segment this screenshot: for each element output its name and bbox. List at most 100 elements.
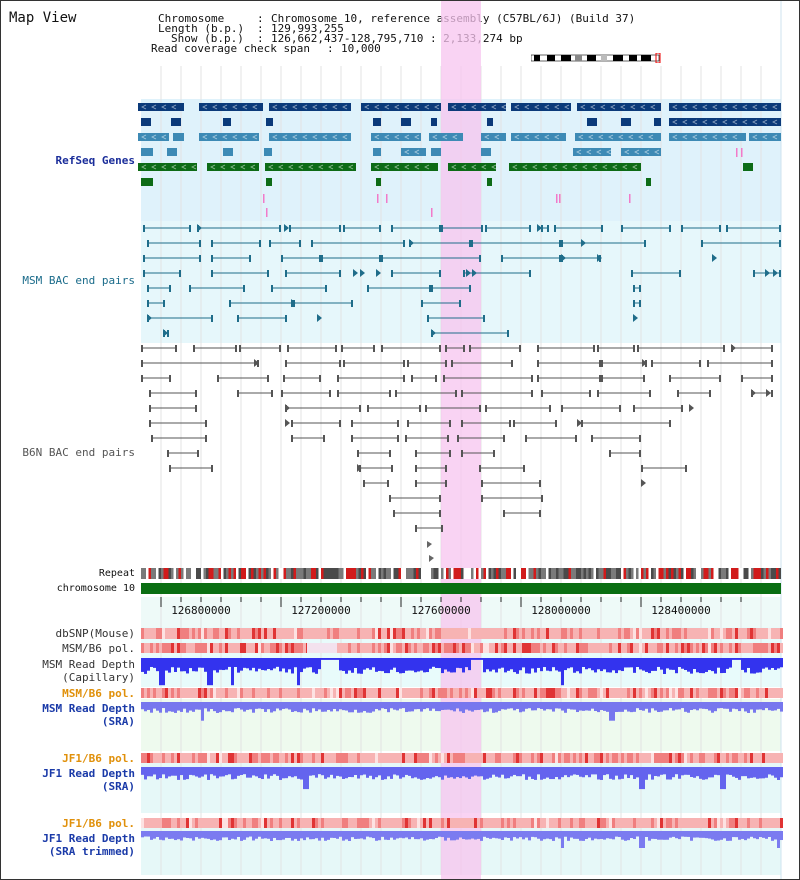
strand-arrow [451,164,457,170]
pol-cell [684,643,687,653]
repeat-block [276,568,279,579]
strand-arrow [181,164,187,170]
dbsnp-cell [456,628,459,639]
label-msm-b6-pol[interactable]: MSM/B6 pol. [62,642,135,655]
pol-cell [780,643,783,653]
label-msm-depth-sra[interactable]: MSM Read Depth [42,702,135,715]
jf1-pol-cell [219,753,222,763]
msm-sra-bar [690,702,693,711]
strand-arrow [638,134,644,140]
jf1-pol-cell [564,753,567,763]
label-msm-depth-cap[interactable]: MSM Read Depth [42,658,135,671]
pol-cell [600,643,603,653]
b6n-pair-end [205,420,207,427]
label-dbsnp[interactable]: dbSNP(Mouse) [55,627,135,640]
dbsnp-cell [240,628,243,639]
pol-cell [717,643,720,653]
chromosome-ideogram[interactable] [531,53,661,63]
msm-pair-end [633,300,635,307]
msm-sra-bar [375,702,378,710]
msm-sra-bar [372,702,375,712]
label-b6n-bac[interactable]: B6N BAC end pairs [22,446,135,459]
repeat-block [186,568,189,579]
msm-pol-cell [369,688,372,698]
label-chromosome[interactable]: chromosome 10 [56,583,135,594]
cap-depth-bar [312,658,315,673]
jf1-pol-cell [357,753,360,763]
jf1-trim-bar [669,831,672,838]
label-jf1-b6-pol-2[interactable]: JF1/B6 pol. [62,817,135,830]
b6n-pair-end [709,390,711,397]
dbsnp-cell [177,628,180,639]
gene-block [621,148,661,156]
msm-pol-cell [564,688,567,698]
b6n-pair-end [461,420,463,427]
b6n-pair-end [549,405,551,412]
jf1-trim-bar [222,831,225,838]
jf1-trim-bar [297,831,300,841]
msm-pol-cell [585,688,588,698]
jf1-trim-bar [492,831,495,838]
jf1-pol-cell [582,753,585,763]
jf1-sra-bar [330,767,333,775]
label-repeat[interactable]: Repeat [98,568,135,579]
jf1-trim-bar [381,831,384,837]
jf1-pol2-cell [474,818,477,828]
label-msm-bac[interactable]: MSM BAC end pairs [22,274,135,287]
msm-sra-bar [156,702,159,711]
gene-block [646,178,651,186]
msm-sra-bar [219,702,222,713]
repeat-block [183,568,186,579]
pol-cell [753,643,756,653]
jf1-trim-bar [399,831,402,838]
jf1-pol2-cell [408,818,411,828]
jf1-trim-bar [648,831,651,841]
b6n-pair-end [599,360,601,367]
jf1-trim-bar [414,831,417,840]
jf1-pol2-cell [234,818,237,828]
jf1-sra-bar [189,767,192,775]
jf1-pol2-cell [321,818,324,828]
b6n-pair-end [373,345,375,352]
msm-pair-end [779,225,781,232]
repeat-block [286,568,289,579]
cap-depth-bar [522,658,525,668]
label-refseq-genes[interactable]: RefSeq Genes [55,154,135,167]
dbsnp-cell [648,628,651,639]
pol-cell [504,643,507,653]
jf1-trim-bar [255,831,258,839]
msm-pol-cell [738,688,741,698]
jf1-sra-bar [276,767,279,776]
label-jf1-depth[interactable]: JF1 Read Depth [42,767,135,780]
cap-depth-bar [687,658,690,672]
pol-cell [549,643,552,653]
repeat-block [326,568,329,579]
jf1-pol-cell [726,753,729,763]
jf1-sra-bar [432,767,435,778]
cap-depth-bar [780,658,783,668]
msm-sra-bar [705,702,708,710]
jf1-sra-bar [495,767,498,777]
cap-depth-bar [486,658,489,670]
cap-depth-bar [621,658,624,672]
label-msm-b6-pol-2[interactable]: MSM/B6 pol. [62,687,135,700]
pol-cell [264,643,267,653]
msm-pol-cell [759,688,762,698]
jf1-pol2-cell [471,818,474,828]
msm-pol-cell [642,688,645,698]
label-jf1-b6-pol[interactable]: JF1/B6 pol. [62,752,135,765]
cap-depth-bar [462,658,465,673]
jf1-trim-bar [462,831,465,840]
msm-sra-bar [759,702,762,710]
strand-arrow [404,104,410,110]
label-jf1-trim[interactable]: JF1 Read Depth [42,832,135,845]
cap-depth-bar [600,658,603,672]
msm-pol-cell [537,688,540,698]
msm-sra-bar [210,702,213,710]
jf1-trim-bar [228,831,231,841]
gene-tick [386,194,388,203]
msm-sra-bar [654,702,657,711]
jf1-pol2-cell [603,818,606,828]
jf1-pol-cell [567,753,570,763]
